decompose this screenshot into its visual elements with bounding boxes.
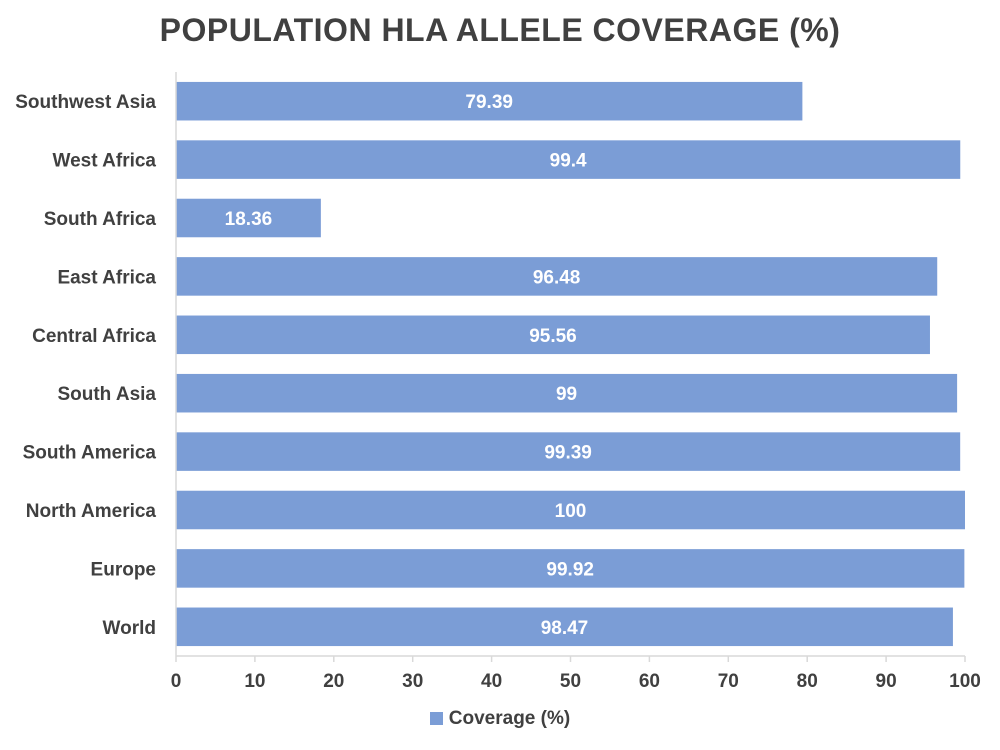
bar <box>176 198 321 238</box>
bar <box>176 607 953 647</box>
category-label: South Africa <box>44 209 157 230</box>
x-tick-label: 0 <box>171 671 182 692</box>
legend: Coverage (%) <box>0 708 1000 730</box>
data-label: 99 <box>556 384 577 405</box>
legend-label: Coverage (%) <box>448 708 571 729</box>
data-label: 98.47 <box>541 618 589 639</box>
bar <box>176 257 938 296</box>
x-tick-label: 90 <box>876 671 897 692</box>
category-label: Southwest Asia <box>15 92 156 113</box>
data-label: 18.36 <box>225 209 273 230</box>
bar <box>176 140 961 179</box>
category-label: Europe <box>91 559 156 580</box>
data-label: 99.39 <box>544 443 592 464</box>
x-tick-label: 50 <box>560 671 581 692</box>
category-label: North America <box>26 501 157 522</box>
bar <box>176 373 958 413</box>
bar <box>176 81 803 121</box>
x-tick-label: 80 <box>797 671 818 692</box>
x-tick-label: 30 <box>402 671 423 692</box>
x-tick-label: 40 <box>481 671 502 692</box>
bar <box>176 549 965 588</box>
category-label: World <box>103 618 156 639</box>
x-tick-label: 100 <box>949 671 981 692</box>
bar <box>176 490 965 530</box>
x-tick-label: 20 <box>323 671 344 692</box>
chart-title: POPULATION HLA ALLELE COVERAGE (%) <box>159 12 841 48</box>
bar <box>176 315 930 355</box>
x-tick-label: 60 <box>639 671 660 692</box>
data-label: 79.39 <box>465 92 513 113</box>
data-label: 99.4 <box>550 151 587 172</box>
data-label: 99.92 <box>546 559 594 580</box>
category-label: East Africa <box>57 267 156 288</box>
bar <box>176 432 961 471</box>
category-label: South America <box>23 443 157 464</box>
data-label: 96.48 <box>533 267 581 288</box>
legend-swatch <box>429 712 443 725</box>
category-label: South Asia <box>57 384 156 405</box>
x-tick-label: 10 <box>244 671 265 692</box>
data-label: 95.56 <box>529 326 577 347</box>
category-label: West Africa <box>53 151 157 172</box>
data-label: 100 <box>555 501 587 522</box>
category-label: Central Africa <box>32 326 156 347</box>
x-tick-label: 70 <box>718 671 739 692</box>
